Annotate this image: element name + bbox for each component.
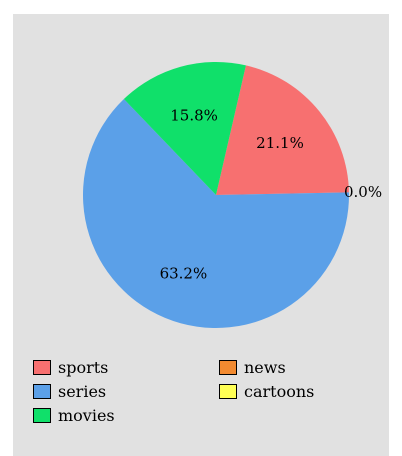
legend-swatch-sports <box>33 359 51 375</box>
legend-label-cartoons: cartoons <box>244 381 315 401</box>
pie-label-news: 0.0% <box>344 183 382 201</box>
legend-label-movies: movies <box>58 405 115 425</box>
legend-label-sports: sports <box>58 357 109 377</box>
pie-label-movies: 15.8% <box>170 107 218 125</box>
pie-slices <box>82 62 349 329</box>
pie-slice-sports <box>216 65 349 195</box>
pie-label-sports: 21.1% <box>256 134 304 152</box>
legend: sports series movies news cartoons <box>33 356 373 446</box>
pie-label-series: 63.2% <box>160 265 208 283</box>
legend-swatch-movies <box>33 407 51 423</box>
legend-item-movies: movies <box>33 404 115 426</box>
pie-labels: 21.1% 0.0% 63.2% 15.8% <box>160 107 383 283</box>
legend-item-series: series <box>33 380 106 402</box>
legend-swatch-news <box>219 359 237 375</box>
pie-slice-movies <box>123 62 246 195</box>
legend-item-news: news <box>219 356 286 378</box>
legend-item-cartoons: cartoons <box>219 380 314 402</box>
pie-slice-series <box>82 99 349 329</box>
legend-swatch-cartoons <box>219 383 237 399</box>
legend-swatch-series <box>33 383 51 399</box>
legend-label-news: news <box>244 357 286 377</box>
legend-label-series: series <box>58 381 107 401</box>
legend-item-sports: sports <box>33 356 108 378</box>
